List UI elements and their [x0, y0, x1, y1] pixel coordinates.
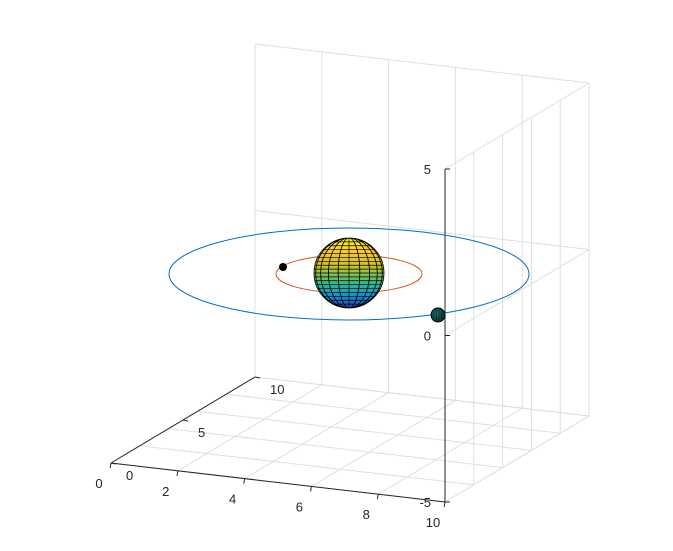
y-tick-label: 5	[198, 425, 205, 440]
sun-longitude-line	[315, 238, 383, 308]
side-wall-grid-line	[254, 210, 590, 250]
floor-grid-line	[197, 410, 532, 451]
axis-lines	[109, 168, 450, 508]
x-tick-label: 4	[229, 492, 236, 507]
x-tick-label: 2	[162, 484, 169, 499]
floor-grid-line	[168, 428, 503, 469]
x-tick-label: 6	[296, 499, 303, 514]
y-tick-label: 0	[126, 468, 133, 483]
x-tick	[443, 501, 446, 508]
outer-planet	[430, 307, 446, 323]
x-tick-label: 0	[95, 476, 102, 491]
floor-grid-line	[177, 384, 323, 472]
x-tick	[376, 494, 379, 500]
back-wall-grid-line	[444, 249, 590, 336]
z-tick-label: 5	[424, 162, 431, 177]
x-tick	[109, 462, 112, 469]
outer-orbit	[168, 227, 530, 321]
x-tick	[310, 486, 312, 492]
x-tick-label: 10	[426, 515, 440, 530]
y-tick	[254, 376, 261, 379]
floor-grid-line	[226, 393, 561, 434]
inner-planet	[279, 263, 287, 271]
sun-longitude-line	[337, 238, 361, 308]
side-wall-grid-line	[254, 376, 590, 417]
sun-longitude-line	[320, 238, 378, 308]
floor-grid-line	[139, 445, 474, 486]
y-tick-label: 10	[270, 382, 284, 397]
z-tick-label: 0	[424, 329, 431, 344]
back-wall-grid-line	[444, 415, 590, 503]
x-tick	[243, 478, 246, 484]
y-tick	[182, 419, 189, 422]
x-axis-line	[110, 462, 446, 503]
sun-sphere	[313, 237, 385, 309]
floor-grid-line	[244, 392, 389, 480]
tick-labels: 0 2 4 6 8 10 0 5 10 -5 0 5	[95, 162, 440, 530]
x-tick-label: 8	[363, 507, 370, 522]
y-tick	[110, 462, 117, 465]
sun-longitude-line	[328, 238, 370, 308]
side-wall-grid-line	[254, 43, 590, 84]
z-tick-label: -5	[419, 495, 431, 510]
x-tick	[176, 470, 179, 476]
back-wall-grid-line	[444, 82, 590, 170]
floor-grid-line	[311, 399, 456, 487]
floor-grid-line	[377, 407, 523, 495]
